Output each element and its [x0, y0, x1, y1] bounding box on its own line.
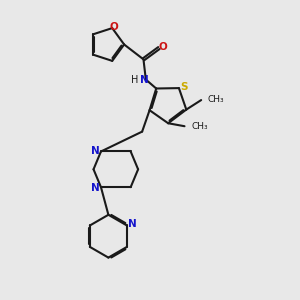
Text: N: N	[128, 219, 136, 229]
Text: H: H	[131, 75, 138, 85]
Text: N: N	[91, 183, 99, 193]
Text: S: S	[181, 82, 188, 92]
Text: O: O	[158, 43, 167, 52]
Text: CH₃: CH₃	[191, 122, 208, 131]
Text: N: N	[91, 146, 99, 156]
Text: CH₃: CH₃	[208, 95, 224, 104]
Text: O: O	[109, 22, 118, 32]
Text: N: N	[140, 75, 149, 85]
